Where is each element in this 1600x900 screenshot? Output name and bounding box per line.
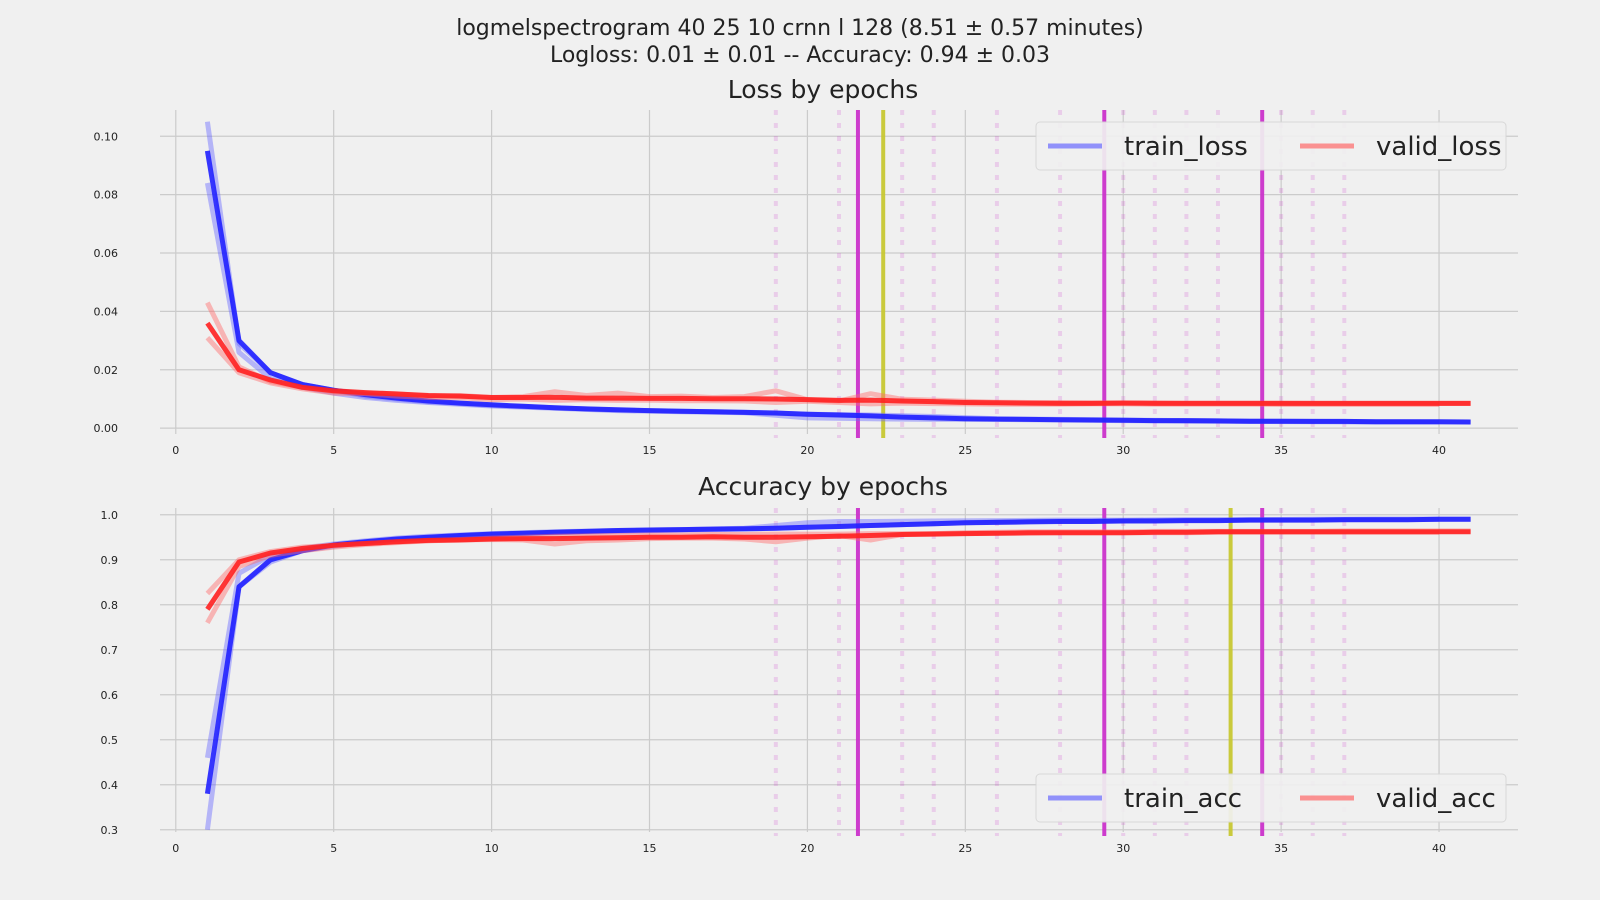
loss-ytick-label: 0.10 (94, 130, 119, 143)
accuracy-train-series-line (204, 516, 1471, 795)
accuracy-ytick-label: 0.9 (101, 554, 119, 567)
loss-xtick-label: 15 (643, 444, 657, 457)
suptitle-line1: logmelspectrogram 40 25 10 crnn l 128 (8… (456, 16, 1144, 41)
loss-ytick-label: 0.04 (94, 305, 119, 318)
loss-ytick-label: 0.06 (94, 247, 119, 260)
accuracy-xtick-label: 10 (485, 842, 499, 855)
loss-xtick-label: 35 (1274, 444, 1288, 457)
accuracy-xtick-label: 20 (800, 842, 814, 855)
accuracy-xtick-label: 25 (958, 842, 972, 855)
loss-ytick-label: 0.00 (94, 422, 119, 435)
loss-ytick-label: 0.08 (94, 189, 119, 202)
accuracy-xtick-label: 35 (1274, 842, 1288, 855)
accuracy-xtick-label: 40 (1432, 842, 1446, 855)
loss-ytick-label: 0.02 (94, 364, 119, 377)
accuracy-xtick-label: 30 (1116, 842, 1130, 855)
loss-xtick-label: 10 (485, 444, 499, 457)
accuracy-legend-box (1035, 773, 1507, 823)
accuracy-ytick-label: 1.0 (101, 509, 119, 522)
accuracy-ytick-label: 0.8 (101, 599, 119, 612)
loss-legend-label: train_loss (1124, 132, 1248, 162)
loss-xtick-label: 0 (172, 444, 179, 457)
accuracy-ytick-label: 0.6 (101, 689, 119, 702)
suptitle-line2: Logloss: 0.01 ± 0.01 -- Accuracy: 0.94 ±… (550, 43, 1050, 68)
accuracy-valid-series-line (205, 529, 1471, 611)
loss-xtick-label: 20 (800, 444, 814, 457)
accuracy-ytick-label: 0.4 (101, 779, 119, 792)
accuracy-legend-label: valid_acc (1376, 784, 1496, 814)
loss-xtick-label: 25 (958, 444, 972, 457)
loss-xtick-label: 30 (1116, 444, 1130, 457)
accuracy-legend-label: train_acc (1124, 784, 1242, 814)
loss-xtick-label: 5 (330, 444, 337, 457)
accuracy-xtick-label: 0 (172, 842, 179, 855)
loss-chart: Loss by epochs 0 5 10 15 20 25 30 35 40 0.00 0.02 0… (94, 75, 1518, 457)
loss-legend-box (1035, 121, 1507, 171)
accuracy-ytick-label: 0.7 (101, 644, 119, 657)
accuracy-xtick-label: 15 (643, 842, 657, 855)
accuracy-chart: Accuracy by epochs 0 5 10 15 20 25 30 35 40 0.3 0.… (101, 472, 1518, 855)
loss-train-series-line (204, 150, 1471, 425)
accuracy-ytick-label: 0.5 (101, 734, 119, 747)
accuracy-xtick-label: 5 (330, 842, 337, 855)
accuracy-chart-title: Accuracy by epochs (698, 472, 948, 501)
loss-valid-series-line (205, 321, 1471, 406)
loss-chart-title: Loss by epochs (728, 75, 919, 104)
accuracy-ytick-label: 0.3 (101, 824, 119, 837)
loss-legend-label: valid_loss (1376, 132, 1502, 162)
loss-xtick-label: 40 (1432, 444, 1446, 457)
